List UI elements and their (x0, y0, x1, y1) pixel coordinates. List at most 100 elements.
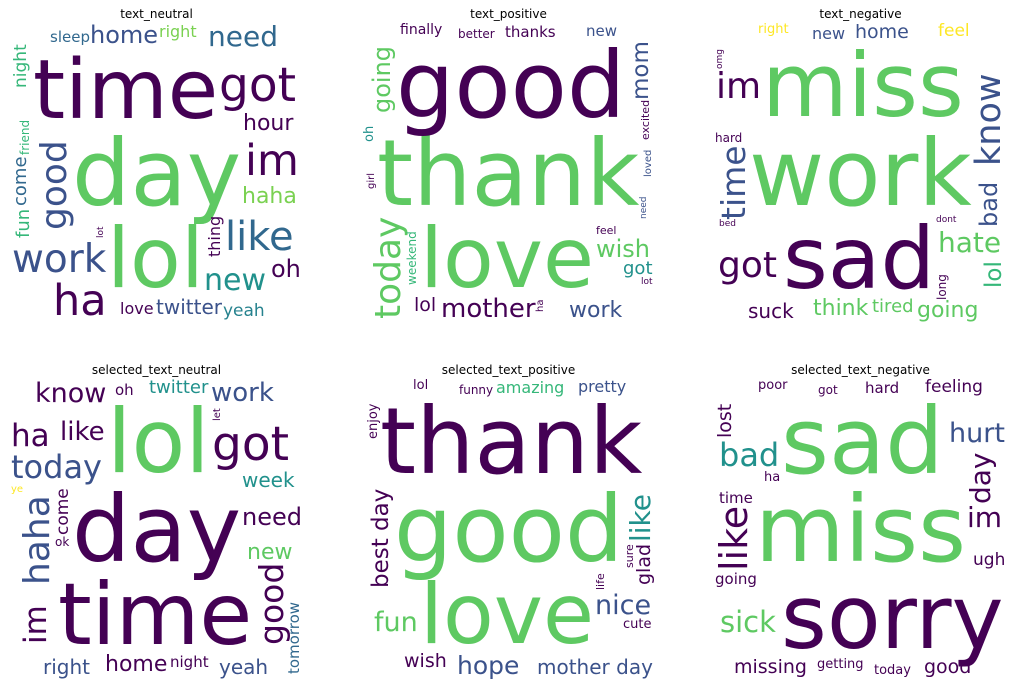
word-need: need (208, 20, 278, 53)
word-tomorrow: tomorrow (285, 601, 303, 675)
word-time: time (58, 565, 253, 665)
word-know: know (35, 378, 107, 409)
word-life: life (594, 572, 607, 590)
word-finally: finally (400, 22, 443, 38)
word-like: like (624, 493, 657, 542)
word-like: like (60, 417, 105, 447)
word-excited: excited (639, 99, 652, 141)
word-sure: sure (623, 543, 636, 568)
word-sick: sick (720, 605, 776, 639)
word-got: got (818, 383, 838, 397)
word-suck: suck (748, 299, 794, 323)
word-today: today (874, 663, 911, 678)
wordcloud-panel-selected-text-neutral: selected_text_neutral day lol time today got… (10, 363, 303, 678)
word-ha: ha (11, 418, 50, 454)
word-new: new (812, 24, 846, 43)
word-lol: lol (413, 378, 429, 393)
word-fun: fun (13, 208, 34, 239)
word-glad: glad (633, 543, 655, 586)
word-long: long (935, 273, 949, 300)
word-going: going (368, 46, 396, 114)
word-like: like (712, 505, 756, 572)
word-feeling: feeling (925, 377, 983, 397)
word-thing: thing (205, 216, 224, 258)
word-lost: lost (714, 403, 736, 439)
word-good: good (924, 656, 972, 678)
word-sad: sad (783, 209, 936, 309)
word-think: think (813, 296, 869, 321)
word-weekend: weekend (405, 230, 419, 285)
word-new: new (247, 540, 293, 565)
word-ok: ok (55, 535, 70, 549)
word-got: got (718, 245, 777, 286)
word-home: home (90, 21, 159, 49)
panel-title: selected_text_positive (441, 363, 576, 377)
panel-title: text_neutral (120, 7, 193, 21)
word-home: home (855, 21, 909, 43)
word-miss: miss (762, 34, 964, 137)
word-feel: feel (938, 21, 970, 41)
word-hurt: hurt (949, 418, 1005, 449)
word-new: new (586, 22, 618, 40)
word-haha: haha (242, 184, 297, 209)
word-haha: haha (17, 494, 58, 585)
word-thank: thank (380, 388, 643, 495)
word-missing: missing (734, 656, 807, 678)
word-twitter: twitter (156, 295, 222, 319)
word-got: got (219, 58, 297, 113)
word-love: love (120, 299, 154, 318)
word-amazing: amazing (496, 378, 565, 397)
word-thanks: thanks (505, 23, 556, 41)
word-im: im (967, 501, 1003, 534)
word-thank: thank (377, 120, 640, 227)
word-tired: tired (872, 296, 914, 317)
word-oh: oh (271, 255, 301, 283)
word-like: like (225, 214, 294, 260)
word-time: time (714, 144, 753, 220)
word-ugh: ugh (973, 550, 1006, 570)
word-mother: mother (441, 294, 536, 324)
word-bad: bad (975, 181, 1003, 228)
word-good: good (252, 562, 291, 646)
word-hate: hate (938, 226, 1002, 259)
word-hard: hard (865, 379, 900, 397)
word-getting: getting (817, 657, 864, 672)
wordcloud-panel-selected-text-negative: selected_text_negative miss sad sorry bad si… (712, 363, 1007, 678)
word-sleep: sleep (50, 28, 90, 46)
word-fun: fun (374, 607, 418, 638)
word-right: right (159, 22, 197, 41)
word-ye: ye (11, 484, 24, 495)
word-oh: oh (115, 381, 134, 399)
word-going: going (715, 570, 757, 588)
word-poor: poor (758, 378, 788, 393)
word-mom: mom (628, 40, 654, 100)
word-need: need (242, 503, 302, 531)
word-twitter: twitter (149, 377, 209, 398)
word-sad: sad (781, 388, 944, 495)
word-ha: ha (535, 299, 546, 313)
panel-title: selected_text_neutral (91, 363, 222, 377)
word-oh: oh (362, 125, 377, 143)
word-im: im (245, 136, 299, 186)
panel-title: text_negative (819, 7, 902, 21)
word-lol: lol (414, 294, 437, 316)
word-funny: funny (459, 383, 494, 397)
word-best-day: best day (368, 488, 394, 589)
word-feel: feel (596, 224, 617, 237)
word-miss: miss (755, 476, 967, 583)
word-day: day (72, 120, 242, 227)
word-lol: lol (981, 260, 1007, 288)
word-enjoy: enjoy (366, 403, 381, 440)
word-hard: hard (715, 131, 743, 145)
word-day: day (72, 476, 242, 583)
word-week: week (242, 468, 295, 492)
word-home: home (105, 652, 168, 677)
word-got: got (212, 417, 290, 472)
word-hour: hour (243, 111, 294, 136)
word-pretty: pretty (578, 377, 627, 396)
word-ha: ha (764, 470, 781, 485)
word-im: im (18, 604, 54, 644)
word-let: let (212, 407, 223, 421)
word-yeah: yeah (223, 301, 265, 321)
